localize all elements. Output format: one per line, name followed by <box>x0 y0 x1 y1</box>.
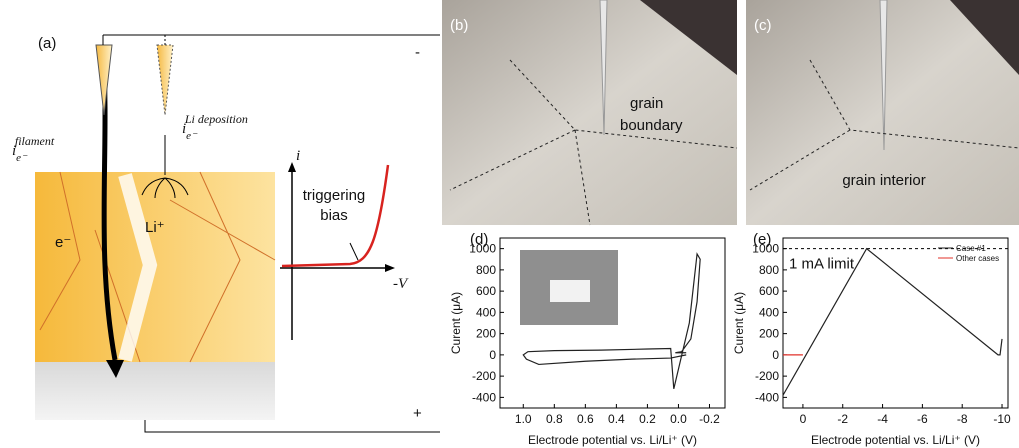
y-tick-label: 600 <box>476 284 496 298</box>
photo-region <box>950 0 1019 75</box>
y-tick-label: -200 <box>755 369 779 383</box>
panel-label: (e) <box>753 231 771 248</box>
y-tick-label: 1000 <box>752 242 779 256</box>
photo <box>442 0 737 225</box>
panel-label: (b) <box>450 17 468 34</box>
electron-label: e⁻ <box>55 234 71 251</box>
annotation: grain <box>630 95 663 112</box>
plot-frame <box>782 237 1009 409</box>
x-tick-label: -2 <box>837 412 848 426</box>
y-tick-label: -200 <box>472 369 496 383</box>
x-tick-label: 0.0 <box>670 412 687 426</box>
y-axis-label: Curent (μA) <box>449 292 463 354</box>
ion-label: Li⁺ <box>145 219 165 236</box>
probe <box>879 0 888 151</box>
annotation: bias <box>320 207 348 224</box>
annotation: boundary <box>620 117 683 134</box>
ion-flux <box>141 177 189 199</box>
y-tick-label: 0 <box>489 348 496 362</box>
y-axis-label: Curent (μA) <box>732 292 746 354</box>
boundary-lines <box>449 59 738 226</box>
annotation: triggering <box>303 187 366 204</box>
probe <box>599 0 608 136</box>
legend-label: Other cases <box>956 254 999 263</box>
x-tick-label: -6 <box>917 412 928 426</box>
terminal-label: + <box>413 405 422 422</box>
x-axis-label: Electrode potential vs. Li/Li⁺ (V) <box>528 433 697 447</box>
annotation: grain interior <box>842 172 925 189</box>
y-tick-label: -400 <box>755 390 779 404</box>
tip-dashed <box>156 44 174 116</box>
series-line <box>782 247 1003 396</box>
plot-frame <box>499 237 726 409</box>
y-tick-label: 800 <box>759 263 779 277</box>
legend-label: Case #1 <box>956 244 986 253</box>
x-tick-label: 0.2 <box>639 412 656 426</box>
y-tick-label: 800 <box>476 263 496 277</box>
x-tick-label: 0.4 <box>608 412 625 426</box>
inset-photo <box>550 280 590 302</box>
series-line <box>522 252 701 390</box>
boundary-lines <box>749 59 1019 191</box>
y-tick-label: 0 <box>772 348 779 362</box>
terminal-label: - <box>415 44 420 61</box>
iv-curve <box>281 164 390 268</box>
x-tick-label: -10 <box>993 412 1011 426</box>
panel-label: (d) <box>470 231 488 248</box>
x-tick-label: -0.2 <box>699 412 720 426</box>
y-tick-label: 400 <box>476 305 496 319</box>
x-tick-label: 0.8 <box>546 412 563 426</box>
arrow-head <box>106 360 124 378</box>
panel-a: (a) ie⁻filament ie⁻Li deposition e⁻ Li⁺ … <box>12 34 440 433</box>
x-axis-label: Electrode potential vs. Li/Li⁺ (V) <box>811 433 980 447</box>
substrate <box>35 362 275 420</box>
y-tick-label: 1000 <box>469 242 496 256</box>
tip <box>95 44 113 116</box>
y-tick-label: -400 <box>472 390 496 404</box>
y-tick-label: 200 <box>476 327 496 341</box>
deposition-label: ie⁻Li deposition <box>182 112 248 142</box>
inset-y-label: i <box>296 148 300 164</box>
panel-label: (a) <box>38 35 56 52</box>
annotation: 1 mA limit <box>789 256 855 273</box>
grain-lines <box>39 171 276 363</box>
inset-x-label: -V <box>393 276 409 292</box>
x-tick-label: -8 <box>957 412 968 426</box>
x-tick-label: -4 <box>877 412 888 426</box>
current-label: ie⁻filament <box>12 134 55 164</box>
y-tick-label: 200 <box>759 327 779 341</box>
panel-b: (b) grain boundary <box>442 0 738 226</box>
x-tick-label: 0 <box>800 412 807 426</box>
wire-bottom <box>144 420 440 433</box>
x-tick-label: 0.6 <box>577 412 594 426</box>
y-tick-label: 600 <box>759 284 779 298</box>
panel-label: (c) <box>754 17 772 34</box>
panel-c: (c) grain interior <box>746 0 1019 225</box>
photo-region <box>640 0 737 75</box>
x-tick-label: 1.0 <box>515 412 532 426</box>
y-tick-label: 400 <box>759 305 779 319</box>
filament-path <box>118 173 158 362</box>
